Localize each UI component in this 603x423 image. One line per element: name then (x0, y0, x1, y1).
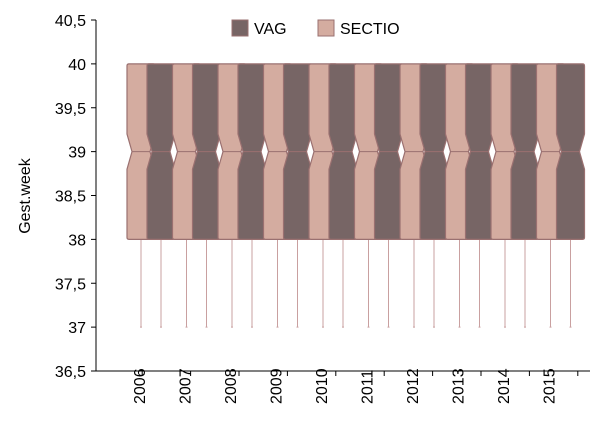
y-tick-label: 40,5 (55, 13, 86, 30)
x-ticks: 2006 2007 2008 2009 2010 2011 2012 2013 2014 2015 (132, 368, 579, 404)
box-vag-2011 (373, 63, 404, 328)
y-tick-label: 38,5 (55, 189, 86, 206)
legend-item-vag: VAG (231, 19, 287, 38)
box-vag-2006 (146, 63, 176, 328)
y-tick-label: 36,5 (55, 364, 86, 381)
legend-swatch (317, 19, 335, 37)
box-vag-2012 (419, 63, 449, 328)
legend-label: VAG (254, 21, 287, 38)
y-tick-label: 38 (68, 232, 86, 249)
y-ticks: 36,5 37 37,5 38 38,5 39 39,5 40 40,5 (55, 13, 96, 381)
y-tick-label: 37,5 (55, 276, 86, 293)
x-tick-label: 2015 (542, 368, 559, 404)
y-axis-title: Gest.week (17, 157, 34, 234)
box-vag-2013 (464, 63, 495, 328)
legend-swatch (231, 19, 249, 37)
box-vag-2008 (237, 63, 267, 328)
box-vag-2009 (282, 63, 313, 328)
x-tick-label: 2012 (405, 368, 422, 404)
legend: VAG SECTIO (231, 19, 400, 38)
x-tick-label: 2009 (269, 368, 286, 404)
box-vag-2015 (555, 63, 586, 328)
x-tick-label: 2014 (496, 368, 513, 404)
y-tick-label: 40 (68, 57, 86, 74)
box-vag-2007 (191, 63, 222, 328)
x-tick-label: 2010 (314, 368, 331, 404)
x-tick-label: 2011 (360, 369, 377, 404)
x-tick-label: 2006 (132, 368, 149, 404)
y-tick-label: 37 (68, 320, 86, 337)
y-tick-label: 39,5 (55, 101, 86, 118)
boxes-layer (126, 63, 586, 328)
x-tick-label: 2007 (178, 368, 195, 404)
box-vag-2010 (328, 63, 358, 328)
x-tick-label: 2008 (223, 368, 240, 404)
box-vag-2014 (510, 63, 540, 328)
y-tick-label: 39 (68, 145, 86, 162)
x-tick-label: 2013 (451, 368, 468, 404)
legend-label: SECTIO (340, 21, 400, 38)
legend-item-sectio: SECTIO (317, 19, 400, 38)
